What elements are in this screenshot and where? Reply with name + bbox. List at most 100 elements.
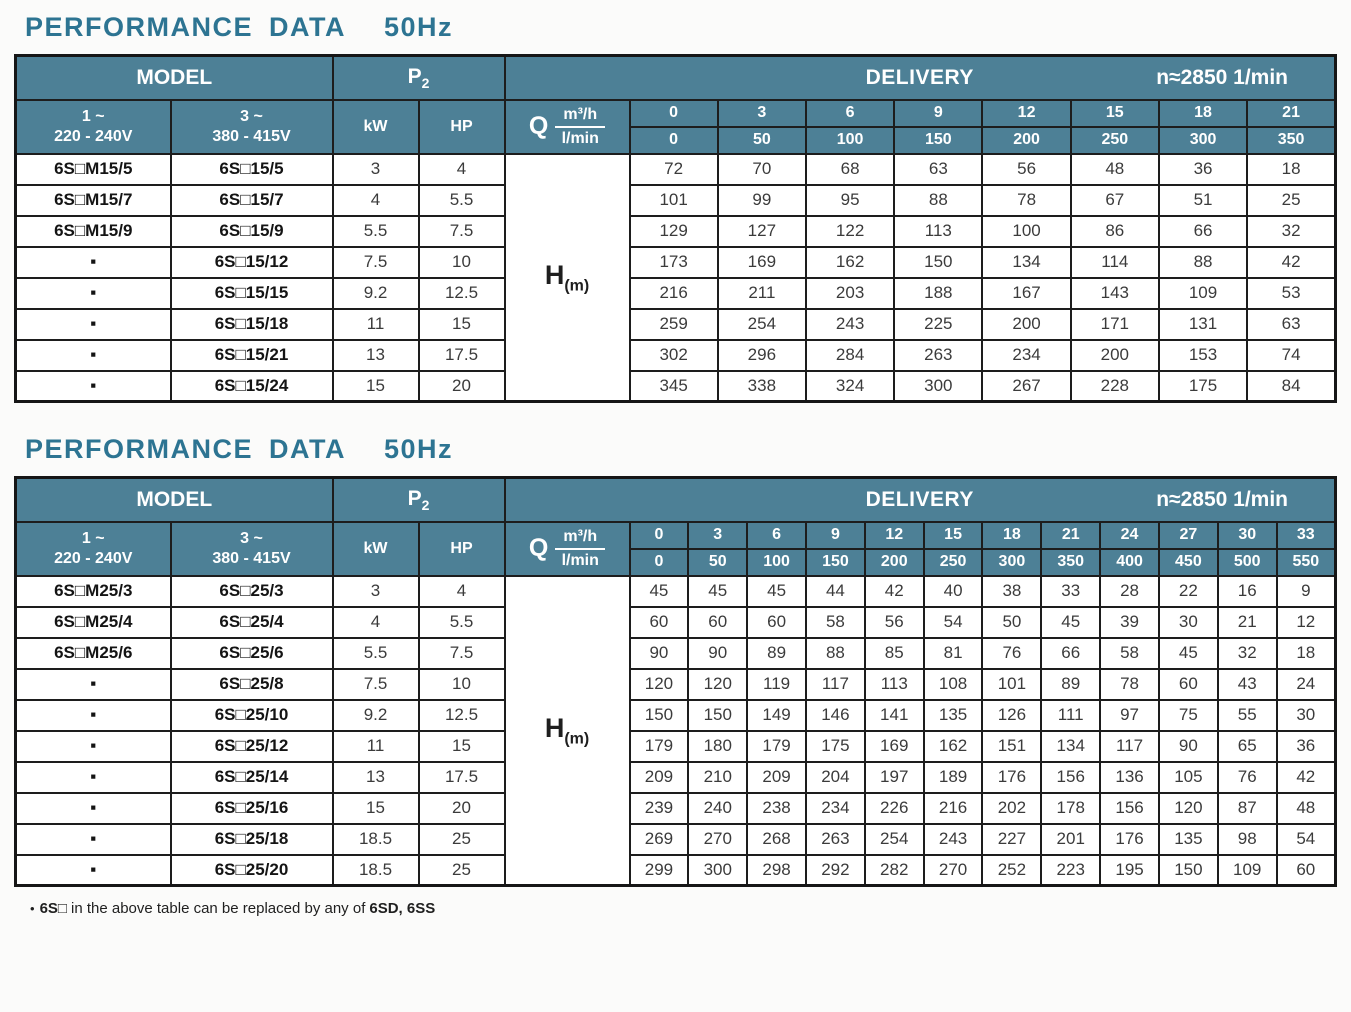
model-1ph-cell: ▪ xyxy=(14,853,172,887)
flow-m3h-value: 12 xyxy=(981,98,1072,128)
model-1ph-cell: 6S□M25/4 xyxy=(14,605,172,639)
flow-lmin-value: 100 xyxy=(804,125,896,155)
head-value-cell: 134 xyxy=(1040,729,1102,763)
head-value-cell: 284 xyxy=(804,338,896,372)
head-value-cell: 151 xyxy=(981,729,1043,763)
head-value-cell: 298 xyxy=(746,853,807,887)
kw-value-cell: 13 xyxy=(331,338,420,372)
head-value-cell: 169 xyxy=(863,729,925,763)
flow-lmin-value: 150 xyxy=(805,547,866,577)
single-phase-header-voltage: 220 - 240V xyxy=(54,127,133,145)
head-value-cell: 216 xyxy=(628,276,719,310)
head-value-cell: 97 xyxy=(1099,698,1160,732)
three-phase-header: 3 ~ 380 - 415V xyxy=(169,520,334,577)
model-3ph-cell: 6S□25/10 xyxy=(169,698,334,732)
head-value-cell: 169 xyxy=(716,245,807,279)
table-row: ▪ 6S□15/21 13 17.5 302 296 284 263 234 200 153 74 xyxy=(14,338,1337,372)
head-value-cell: 156 xyxy=(1099,791,1160,825)
rotation-speed-label: n≈2850 1/min xyxy=(1156,65,1288,89)
head-value-cell: 42 xyxy=(1246,245,1337,279)
head-value-cell: 150 xyxy=(628,698,690,732)
table-row: ▪ 6S□15/12 7.5 10 173 169 162 150 134 114 88 42 xyxy=(14,245,1337,279)
table-row: ▪ 6S□15/18 11 15 259 254 243 225 200 171 131 63 xyxy=(14,307,1337,341)
three-phase-header-voltage: 380 - 415V xyxy=(212,549,291,567)
head-value-cell: 50 xyxy=(981,605,1043,639)
head-value-cell: 22 xyxy=(1157,574,1219,608)
kw-value-cell: 11 xyxy=(331,307,420,341)
head-value-cell: 101 xyxy=(628,183,719,217)
head-value-cell: 239 xyxy=(628,791,690,825)
head-value-cell: 180 xyxy=(687,729,749,763)
head-value-cell: 120 xyxy=(1157,791,1219,825)
hp-header: HP xyxy=(417,520,506,577)
head-value-cell: 324 xyxy=(804,369,896,403)
three-phase-header: 3 ~ 380 - 415V xyxy=(169,98,334,155)
head-value-cell: 216 xyxy=(922,791,984,825)
hp-value-cell: 12.5 xyxy=(417,698,506,732)
head-unit: (m) xyxy=(564,729,590,747)
head-value-cell: 63 xyxy=(1246,307,1337,341)
head-value-cell: 45 xyxy=(687,574,749,608)
head-value-cell: 209 xyxy=(628,760,690,794)
p2-subscript: 2 xyxy=(421,74,430,91)
table-row: 6S□M25/4 6S□25/4 4 5.5 60 60 60 58 56 54 50 45 39 30 2… xyxy=(14,605,1337,639)
head-value-cell: 45 xyxy=(746,574,807,608)
head-value-cell: 243 xyxy=(922,822,984,856)
kw-value-cell: 5.5 xyxy=(331,214,420,248)
head-value-cell: 204 xyxy=(805,760,866,794)
flow-lmin-value: 200 xyxy=(863,547,925,577)
flow-lmin-value: 300 xyxy=(1157,125,1249,155)
head-value-cell: 200 xyxy=(1069,338,1160,372)
head-value-cell: 109 xyxy=(1216,853,1278,887)
head-value-cell: 90 xyxy=(687,636,749,670)
performance-table-2: MODEL P2 DELIVERY n≈2850 1/min 1 ~ 220 - 240V… xyxy=(14,476,1337,887)
head-value-cell: 149 xyxy=(746,698,807,732)
head-value-cell: 85 xyxy=(863,636,925,670)
head-value-cell: 38 xyxy=(981,574,1043,608)
head-value-cell: 58 xyxy=(805,605,866,639)
head-value-cell: 90 xyxy=(628,636,690,670)
head-value-cell: 28 xyxy=(1099,574,1160,608)
head-value-cell: 81 xyxy=(922,636,984,670)
head-value-cell: 226 xyxy=(863,791,925,825)
flow-symbol: Q xyxy=(528,112,549,140)
head-value-cell: 171 xyxy=(1069,307,1160,341)
delivery-label: DELIVERY xyxy=(865,65,974,89)
head-value-cell: 173 xyxy=(628,245,719,279)
head-value-cell: 302 xyxy=(628,338,719,372)
three-phase-header-voltage: 380 - 415V xyxy=(212,127,291,145)
head-value-cell: 117 xyxy=(1099,729,1160,763)
head-value-cell: 210 xyxy=(687,760,749,794)
head-value-cell: 200 xyxy=(981,307,1072,341)
head-value-cell: 16 xyxy=(1216,574,1278,608)
head-value-cell: 56 xyxy=(863,605,925,639)
header-row-groups: MODEL P2 DELIVERY n≈2850 1/min xyxy=(14,476,1337,523)
head-value-cell: 176 xyxy=(981,760,1043,794)
head-value-cell: 58 xyxy=(1099,636,1160,670)
head-value-cell: 202 xyxy=(981,791,1043,825)
model-3ph-cell: 6S□25/20 xyxy=(169,853,334,887)
head-value-cell: 45 xyxy=(1040,605,1102,639)
hp-value-cell: 7.5 xyxy=(417,636,506,670)
head-value-cell: 150 xyxy=(893,245,984,279)
unit-lmin-label: l/min xyxy=(561,551,599,569)
flow-lmin-value: 50 xyxy=(687,547,749,577)
table-row: 6S□M15/9 6S□15/9 5.5 7.5 129 127 122 113 100 86 66… xyxy=(14,214,1337,248)
flow-m3h-value: 0 xyxy=(628,520,690,550)
header-row-lmin: 0 50 100 150 200 250 300 350 xyxy=(16,125,1337,155)
hp-value-cell: 25 xyxy=(417,822,506,856)
model-3ph-cell: 6S□15/24 xyxy=(169,369,334,403)
head-value-cell: 18 xyxy=(1246,152,1337,186)
head-value-cell: 300 xyxy=(687,853,749,887)
head-value-cell: 113 xyxy=(863,667,925,701)
table-row: 6S□M25/3 6S□25/3 3 4 H(m) 45 45 45 44 42 40 38 33 28 2… xyxy=(14,574,1337,887)
delivery-group-header: DELIVERY n≈2850 1/min xyxy=(503,54,1337,101)
flow-m3h-value: 9 xyxy=(893,98,984,128)
single-phase-header-phase: 1 ~ xyxy=(81,529,105,547)
table-row: ▪ 6S□25/12 11 15 179 180 179 175 169 162 151 134 117… xyxy=(14,729,1337,763)
head-value-cell: 87 xyxy=(1216,791,1278,825)
head-value-cell: 40 xyxy=(922,574,984,608)
head-value-cell: 100 xyxy=(981,214,1072,248)
flow-m3h-value: 9 xyxy=(805,520,866,550)
